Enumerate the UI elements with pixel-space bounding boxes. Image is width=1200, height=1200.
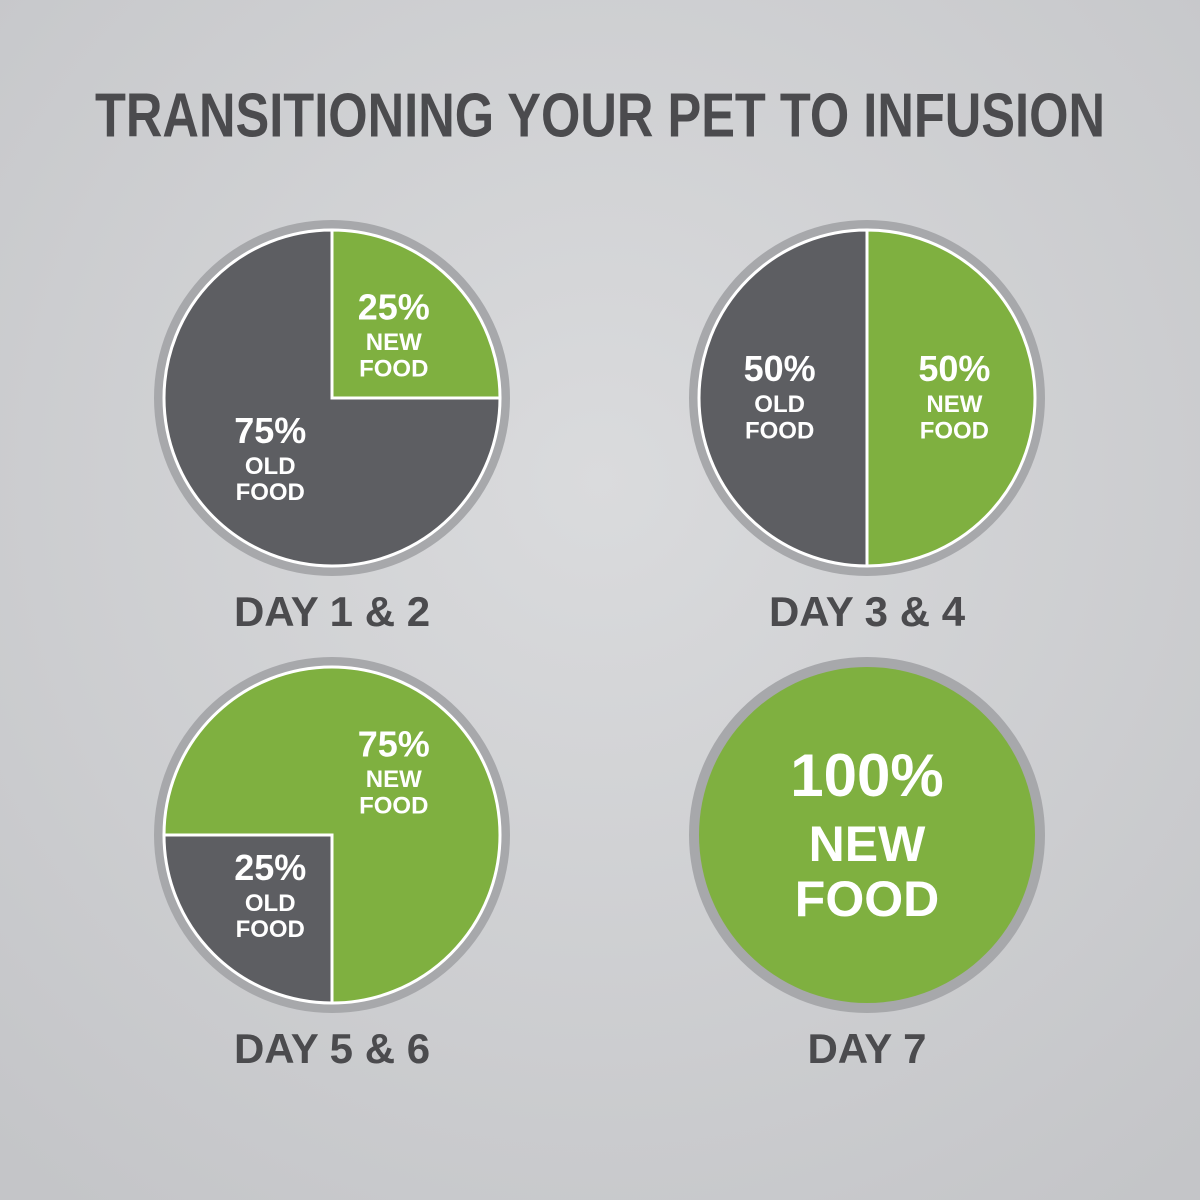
pie-slice	[699, 667, 1035, 1003]
pie-slice	[162, 665, 502, 1005]
page-title: TRANSITIONING YOUR PET TO INFUSION	[95, 81, 1105, 150]
pie-slice	[162, 228, 502, 568]
slice-label: NEW FOOD	[920, 391, 989, 444]
slice-label: OLD FOOD	[236, 890, 305, 943]
pie-title: DAY 5 & 6	[234, 1025, 430, 1072]
pie-slice	[697, 228, 869, 568]
slice-label: OLD FOOD	[236, 453, 305, 506]
slice-label: NEW FOOD	[795, 816, 939, 927]
slice-label: NEW FOOD	[359, 330, 428, 383]
slice-percent: 25%	[358, 286, 430, 327]
pie-title: DAY 3 & 4	[769, 588, 966, 635]
slice-percent: 75%	[234, 410, 306, 451]
slice-percent: 75%	[358, 723, 430, 764]
slice-label: NEW FOOD	[359, 767, 428, 820]
slice-percent: 50%	[918, 348, 990, 389]
pie-title: DAY 7	[807, 1025, 926, 1072]
slice-percent: 50%	[744, 348, 816, 389]
slice-label: OLD FOOD	[745, 391, 814, 444]
pie-slice	[330, 228, 502, 400]
slice-percent: 100%	[790, 742, 943, 809]
pie-slice	[865, 228, 1037, 568]
pie-slice	[162, 833, 334, 1005]
pie-title: DAY 1 & 2	[234, 588, 430, 635]
slice-percent: 25%	[234, 847, 306, 888]
